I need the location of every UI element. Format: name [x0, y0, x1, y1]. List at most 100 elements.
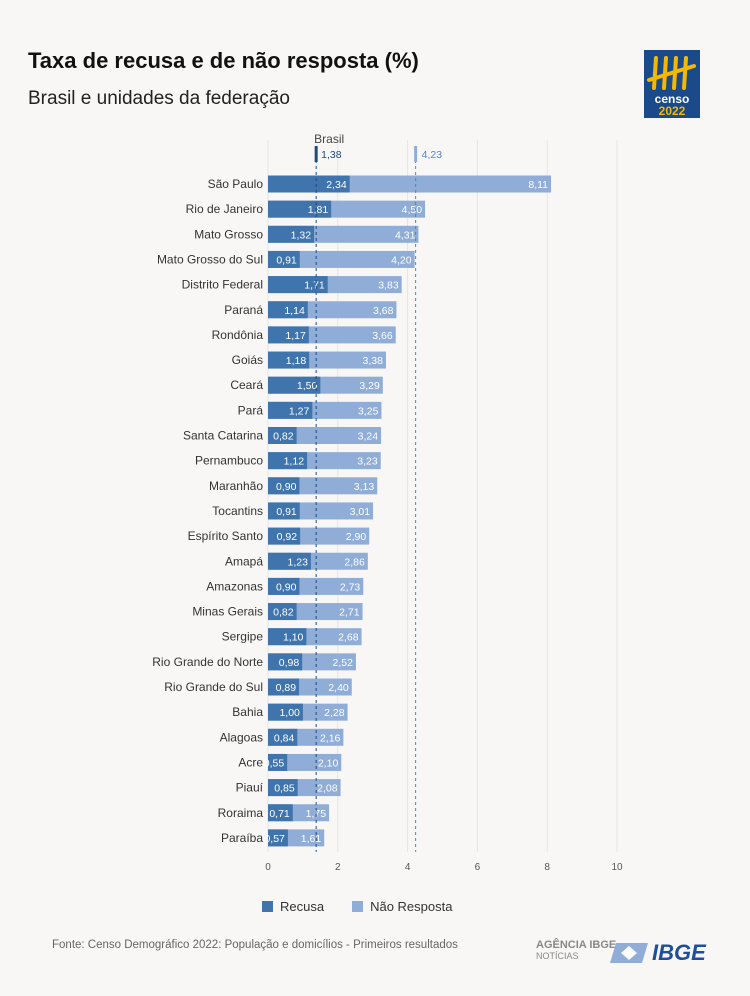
bar-recusa: [268, 200, 332, 218]
data-label-recusa: 1,50: [297, 380, 318, 392]
data-label-recusa: 1,00: [279, 707, 300, 719]
data-label-recusa: 1,23: [287, 556, 308, 568]
legend-recusa: Recusa: [262, 899, 324, 914]
bar-recusa: [268, 276, 328, 294]
bar-recusa: [268, 804, 293, 822]
category-label: Pará: [238, 403, 264, 417]
x-tick-label: 6: [475, 862, 481, 873]
data-label-nao-resposta: 1,75: [306, 808, 327, 820]
data-label-recusa: 0,57: [264, 833, 285, 845]
data-label-nao-resposta: 3,38: [363, 355, 384, 367]
bar-recusa: [268, 628, 307, 646]
data-label-recusa: 0,55: [264, 757, 285, 769]
category-label: Paraná: [224, 303, 263, 317]
x-tick-label: 10: [611, 862, 623, 873]
data-label-nao-resposta: 2,40: [328, 682, 349, 694]
bar-recusa: [268, 301, 308, 319]
agencia-ibge-logo: AGÊNCIA IBGE NOTÍCIAS: [506, 940, 616, 962]
noticias-text: NOTÍCIAS: [536, 951, 579, 961]
bar-recusa: [268, 779, 298, 797]
bar-recusa: [268, 829, 288, 847]
legend: Recusa Não Resposta: [262, 899, 452, 914]
data-label-recusa: 1,10: [283, 632, 304, 644]
category-label: Rio de Janeiro: [186, 202, 264, 216]
bar-recusa: [268, 427, 297, 444]
legend-label-recusa: Recusa: [280, 899, 325, 914]
source-note: Fonte: Censo Demográfico 2022: População…: [52, 939, 458, 951]
bar-recusa: [268, 326, 309, 344]
data-label-recusa: 0,71: [269, 808, 290, 820]
data-label-recusa: 0,98: [279, 657, 300, 669]
data-label-recusa: 0,85: [274, 783, 295, 795]
category-label: Ceará: [230, 378, 263, 392]
ibge-text: IBGE: [652, 940, 706, 965]
category-label: Pernambuco: [195, 454, 263, 468]
data-label-nao-resposta: 3,83: [378, 280, 399, 292]
reference-value-recusa: 1,38: [321, 149, 342, 161]
data-label-nao-resposta: 4,20: [391, 254, 412, 266]
category-label: Piauí: [236, 781, 264, 795]
category-label: Espírito Santo: [188, 529, 264, 543]
category-label: Distrito Federal: [182, 278, 263, 292]
bar-recusa: [268, 603, 297, 621]
data-label-nao-resposta: 1,61: [301, 833, 322, 845]
logo-year-text: 2022: [659, 104, 686, 118]
legend-nao-resposta: Não Resposta: [352, 899, 452, 914]
data-label-recusa: 0,90: [276, 481, 297, 493]
x-tick-label: 4: [405, 862, 411, 873]
data-label-nao-resposta: 2,68: [338, 632, 359, 644]
category-label: Acre: [238, 755, 263, 769]
category-label: Maranhão: [209, 479, 263, 493]
category-label: Amazonas: [206, 579, 263, 593]
data-label-recusa: 1,17: [285, 330, 306, 342]
category-label: Sergipe: [222, 630, 264, 644]
category-label: Tocantins: [212, 504, 263, 518]
category-label: São Paulo: [208, 177, 264, 191]
data-label-nao-resposta: 4,50: [402, 204, 423, 216]
bar-recusa: [268, 753, 288, 771]
x-tick-label: 0: [265, 862, 271, 873]
data-label-nao-resposta: 2,16: [320, 732, 341, 744]
category-label: Paraíba: [221, 831, 263, 845]
bar-recusa: [268, 175, 350, 193]
ibge-logo: IBGE: [610, 940, 706, 966]
category-label: Amapá: [225, 554, 263, 568]
chart-subtitle: Brasil e unidades da federação: [28, 88, 290, 109]
bar-recusa: [268, 527, 301, 545]
data-label-recusa: 1,14: [284, 305, 305, 317]
data-label-recusa: 1,32: [291, 229, 312, 241]
data-label-nao-resposta: 3,29: [359, 380, 380, 392]
data-label-recusa: 0,82: [273, 607, 294, 619]
reference-marker-nao-resposta: [414, 146, 418, 162]
category-label: Mato Grosso do Sul: [157, 252, 263, 266]
data-label-recusa: 1,81: [308, 204, 329, 216]
data-label-recusa: 1,12: [284, 456, 305, 468]
bar-nao-resposta: [268, 250, 415, 268]
data-label-recusa: 0,91: [276, 254, 297, 266]
data-label-recusa: 0,84: [274, 732, 295, 744]
data-label-nao-resposta: 3,68: [373, 305, 394, 317]
data-label-recusa: 1,71: [304, 280, 325, 292]
bar-recusa: [268, 225, 315, 243]
data-label-recusa: 1,18: [286, 355, 307, 367]
bar-recusa: [268, 552, 311, 570]
ibge-emblem-icon: [610, 943, 648, 963]
x-tick-label: 8: [544, 862, 550, 873]
data-label-recusa: 0,92: [277, 531, 298, 543]
legend-label-nao-resposta: Não Resposta: [370, 899, 453, 914]
data-label-nao-resposta: 2,28: [324, 707, 345, 719]
data-label-nao-resposta: 2,52: [333, 657, 354, 669]
reference-marker-recusa: [314, 146, 318, 162]
data-label-nao-resposta: 3,66: [372, 330, 393, 342]
category-label: Rio Grande do Sul: [164, 680, 263, 694]
category-label: Santa Catarina: [183, 429, 263, 443]
x-tick-label: 2: [335, 862, 341, 873]
data-label-recusa: 0,82: [273, 431, 294, 443]
bar-recusa: [268, 376, 321, 394]
category-label: Rio Grande do Norte: [152, 655, 263, 669]
bar-recusa: [268, 728, 298, 746]
bar-recusa: [268, 653, 303, 671]
category-label: Alagoas: [220, 730, 263, 744]
censo-2022-logo: censo 2022: [644, 50, 700, 118]
bar-recusa: [268, 351, 310, 369]
